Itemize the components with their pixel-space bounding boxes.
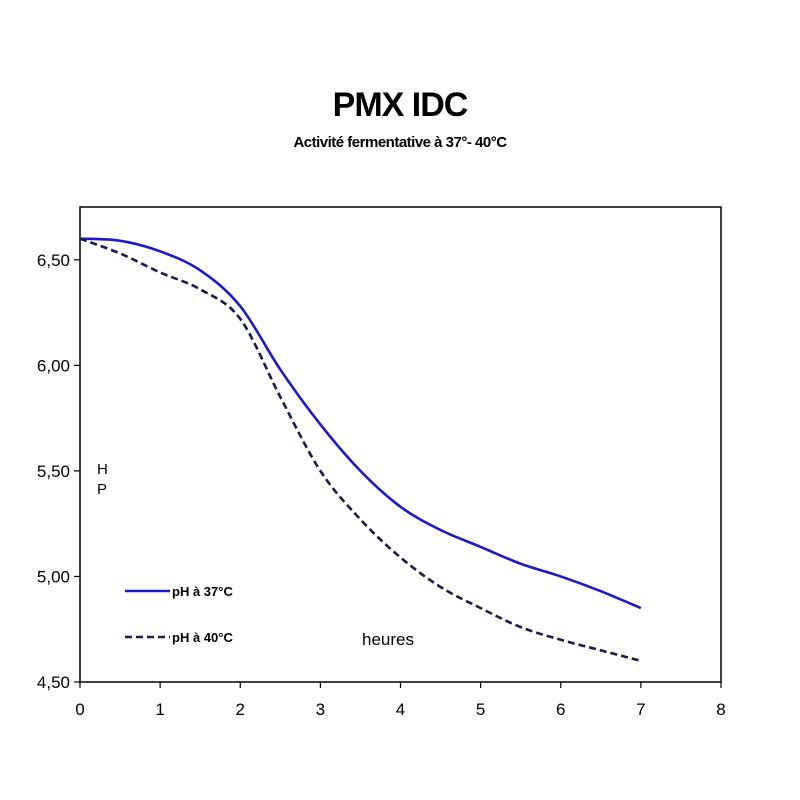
series-line-ph-40 (79, 237, 642, 663)
series-line-ph-37 (79, 237, 642, 610)
x-annotation-heures: heures (362, 630, 414, 649)
chart-title: PMX IDC (332, 86, 469, 124)
y-tick-label: 4,50 (37, 673, 70, 692)
x-tick-label: 5 (476, 700, 485, 719)
x-tick-label: 8 (716, 700, 725, 719)
y-axis-label-line-2: P (97, 481, 107, 498)
x-tick-label: 4 (396, 700, 405, 719)
chart-subtitle: Activité fermentative à 37°- 40°C (293, 134, 507, 151)
x-tick-label: 3 (316, 700, 325, 719)
y-tick-label: 6,50 (37, 251, 70, 270)
x-tick-label: 2 (236, 700, 245, 719)
legend-label: pH à 37°C (172, 584, 233, 599)
y-tick-label: 5,50 (37, 462, 70, 481)
x-tick-label: 1 (155, 700, 164, 719)
legend-label: pH à 40°C (172, 630, 233, 645)
y-tick-label: 6,00 (37, 356, 70, 375)
x-tick-label: 0 (75, 700, 84, 719)
y-axis-label-line-1: H (97, 461, 108, 478)
x-tick-label: 7 (636, 700, 645, 719)
x-tick-label: 6 (556, 700, 565, 719)
y-tick-label: 5,00 (37, 567, 70, 586)
